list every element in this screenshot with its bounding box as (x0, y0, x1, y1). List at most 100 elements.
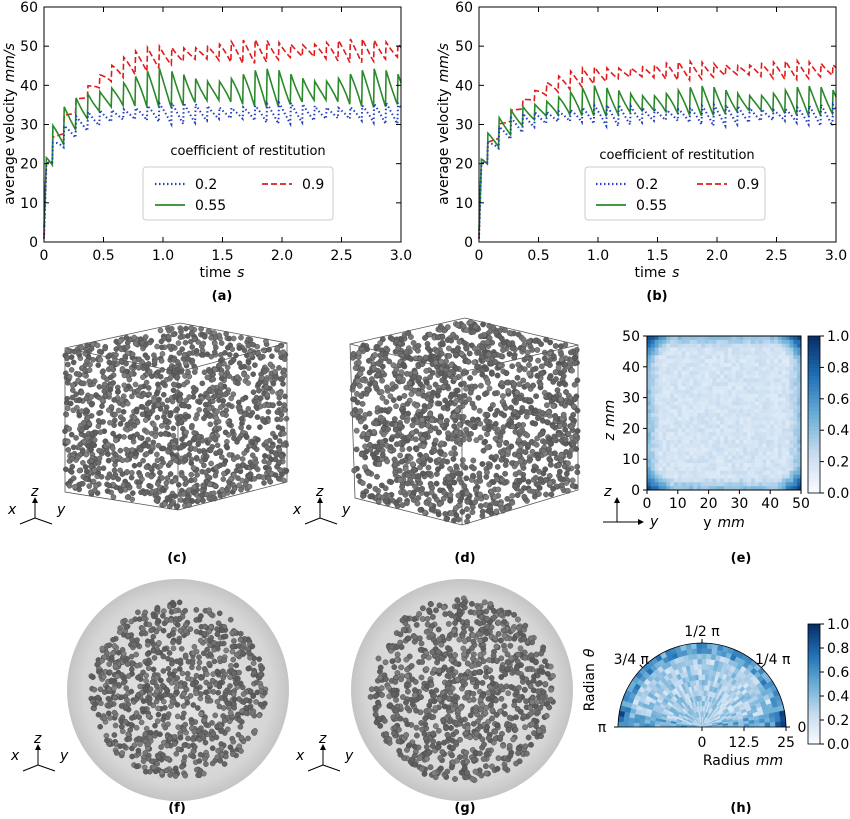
particle (571, 381, 578, 388)
heatmap-cell (731, 459, 736, 464)
particle (447, 497, 453, 504)
heatmap-cell (774, 366, 779, 371)
heatmap-cell (647, 432, 652, 437)
particle (509, 345, 516, 352)
heatmap-cell (712, 416, 717, 421)
y-tick-label: 40 (20, 78, 38, 94)
particle (196, 407, 202, 413)
heatmap-cell (662, 439, 667, 445)
heatmap-cell (681, 409, 686, 414)
heatmap-cell (770, 366, 775, 371)
heatmap-cell (670, 359, 675, 364)
particle (406, 445, 413, 452)
heatmap-cell (720, 482, 725, 487)
particle (100, 419, 106, 425)
particle (250, 341, 257, 348)
particle (502, 470, 508, 477)
heatmap-cell (666, 436, 671, 441)
heatmap-cell (793, 359, 798, 364)
heatmap-cell (681, 424, 686, 429)
particle (83, 424, 89, 431)
heatmap-cell (774, 436, 779, 441)
heatmap-cell (770, 359, 775, 364)
heatmap-cell (781, 343, 786, 348)
x-tick-label: 3.0 (390, 248, 412, 264)
heatmap-cell (750, 401, 756, 406)
particle (568, 447, 575, 453)
particle (196, 399, 203, 405)
particle (387, 334, 394, 341)
heatmap-cell (666, 466, 671, 472)
heatmap-cell (731, 359, 736, 364)
heatmap-cell (708, 362, 713, 368)
particle (146, 368, 153, 375)
heatmap-cell (662, 482, 667, 487)
heatmap-cell (673, 443, 679, 448)
heatmap-cell (666, 386, 671, 391)
particle (542, 466, 549, 473)
particle (107, 419, 113, 426)
heatmap-cell (777, 374, 783, 379)
heatmap-cell (793, 386, 798, 391)
heatmap-cell (727, 432, 732, 437)
heatmap-cell (781, 478, 786, 483)
heatmap-cell (654, 378, 659, 383)
heatmap-cell (766, 470, 771, 475)
heatmap-cell (677, 343, 682, 348)
particle (537, 431, 544, 438)
heatmap-cell (758, 389, 763, 395)
heatmap-cell (789, 455, 794, 460)
heatmap-cell (700, 382, 706, 387)
particle (355, 473, 362, 480)
heatmap-cell (693, 459, 698, 464)
heatmap-cell (750, 413, 756, 418)
particle (442, 511, 449, 517)
particle (530, 467, 537, 474)
heatmap-cell (750, 420, 756, 425)
particle (428, 393, 435, 400)
heatmap-cell (793, 474, 798, 479)
particle (283, 415, 290, 422)
heatmap-cell (673, 355, 679, 360)
heatmap-cell (716, 351, 721, 356)
heatmap-cell (758, 370, 763, 375)
particle (247, 336, 254, 343)
heatmap-cell (762, 362, 767, 368)
heatmap-cell (693, 416, 698, 421)
heatmap-cell (654, 466, 659, 472)
particle (165, 334, 172, 340)
heatmap-cell (727, 401, 732, 406)
heatmap-cell (754, 370, 759, 375)
particle (220, 674, 226, 681)
particle (404, 400, 411, 407)
heatmap-cell (666, 355, 671, 360)
heatmap-cell (766, 459, 771, 464)
heatmap-cell (774, 428, 779, 433)
heatmap-cell (777, 378, 783, 383)
heatmap-cell (693, 413, 698, 418)
heatmap-cell (666, 343, 671, 348)
heatmap-cell (766, 447, 771, 452)
heatmap-cell (712, 362, 717, 368)
particle (516, 448, 523, 454)
particle (144, 429, 150, 435)
heatmap-cell (781, 424, 786, 429)
heatmap-cell (735, 409, 740, 414)
particle (539, 370, 545, 377)
particle (175, 340, 182, 346)
heatmap-cell (774, 359, 779, 364)
heatmap-cell (681, 474, 686, 479)
particle (217, 404, 224, 411)
particle (148, 337, 155, 344)
heatmap-cell (762, 370, 767, 375)
heatmap-cell (685, 386, 690, 391)
particle (491, 352, 498, 359)
particle (98, 473, 105, 480)
heatmap-cell (689, 420, 694, 425)
particle (110, 474, 116, 481)
particle (471, 369, 478, 376)
heatmap-cell (750, 447, 756, 452)
particle (437, 418, 444, 425)
heatmap-cell (697, 359, 702, 364)
